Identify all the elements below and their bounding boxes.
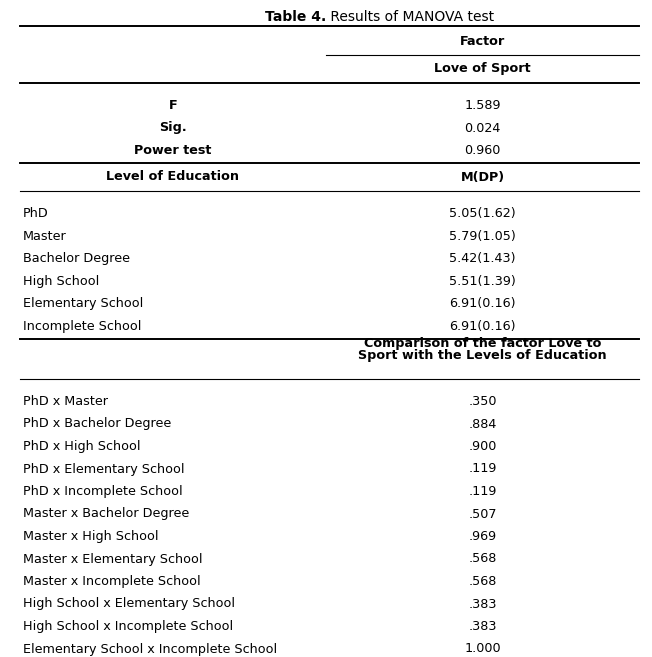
Text: Master x Elementary School: Master x Elementary School (23, 553, 202, 566)
Text: PhD: PhD (23, 207, 48, 220)
Text: Master x Bachelor Degree: Master x Bachelor Degree (23, 507, 189, 520)
Text: Elementary School: Elementary School (23, 297, 143, 310)
Text: .119: .119 (468, 485, 497, 498)
Text: Bachelor Degree: Bachelor Degree (23, 252, 130, 265)
Text: PhD x High School: PhD x High School (23, 440, 140, 453)
Text: 5.79(1.05): 5.79(1.05) (449, 230, 516, 242)
Text: Factor: Factor (460, 35, 505, 48)
Text: PhD x Elementary School: PhD x Elementary School (23, 463, 184, 476)
Text: .884: .884 (468, 417, 497, 430)
Text: Master x Incomplete School: Master x Incomplete School (23, 575, 200, 588)
Text: PhD x Master: PhD x Master (23, 395, 108, 408)
Text: High School: High School (23, 275, 99, 288)
Text: Results of MANOVA test: Results of MANOVA test (326, 10, 494, 24)
Text: 0.024: 0.024 (464, 122, 501, 135)
Text: F: F (168, 99, 177, 112)
Text: Master: Master (23, 230, 67, 242)
Text: Power test: Power test (134, 144, 211, 157)
Text: 6.91(0.16): 6.91(0.16) (449, 320, 516, 332)
Text: Sig.: Sig. (159, 122, 186, 135)
Text: .568: .568 (468, 553, 497, 566)
Text: PhD x Bachelor Degree: PhD x Bachelor Degree (23, 417, 171, 430)
Text: .383: .383 (468, 620, 497, 633)
Text: Level of Education: Level of Education (106, 171, 239, 183)
Text: Master x High School: Master x High School (23, 530, 158, 543)
Text: 6.91(0.16): 6.91(0.16) (449, 297, 516, 310)
Text: 1.589: 1.589 (464, 99, 501, 112)
Text: 1.000: 1.000 (464, 643, 501, 656)
Text: .383: .383 (468, 597, 497, 610)
Text: 5.05(1.62): 5.05(1.62) (449, 207, 516, 220)
Text: 5.42(1.43): 5.42(1.43) (449, 252, 516, 265)
Text: .900: .900 (468, 440, 497, 453)
Text: High School x Elementary School: High School x Elementary School (23, 597, 235, 610)
Text: M(DP): M(DP) (460, 171, 505, 183)
Text: High School x Incomplete School: High School x Incomplete School (23, 620, 233, 633)
Text: .568: .568 (468, 575, 497, 588)
Text: .507: .507 (468, 507, 497, 520)
Text: Table 4.: Table 4. (265, 10, 326, 24)
Text: Elementary School x Incomplete School: Elementary School x Incomplete School (23, 643, 276, 656)
Text: PhD x Incomplete School: PhD x Incomplete School (23, 485, 182, 498)
Text: 5.51(1.39): 5.51(1.39) (449, 275, 516, 288)
Text: Comparison of the factor Love to: Comparison of the factor Love to (364, 337, 601, 350)
Text: Love of Sport: Love of Sport (434, 62, 531, 76)
Text: .119: .119 (468, 463, 497, 476)
Text: .969: .969 (468, 530, 497, 543)
Text: Sport with the Levels of Education: Sport with the Levels of Education (358, 349, 607, 362)
Text: .350: .350 (468, 395, 497, 408)
Text: 0.960: 0.960 (464, 144, 501, 157)
Text: Incomplete School: Incomplete School (23, 320, 141, 332)
